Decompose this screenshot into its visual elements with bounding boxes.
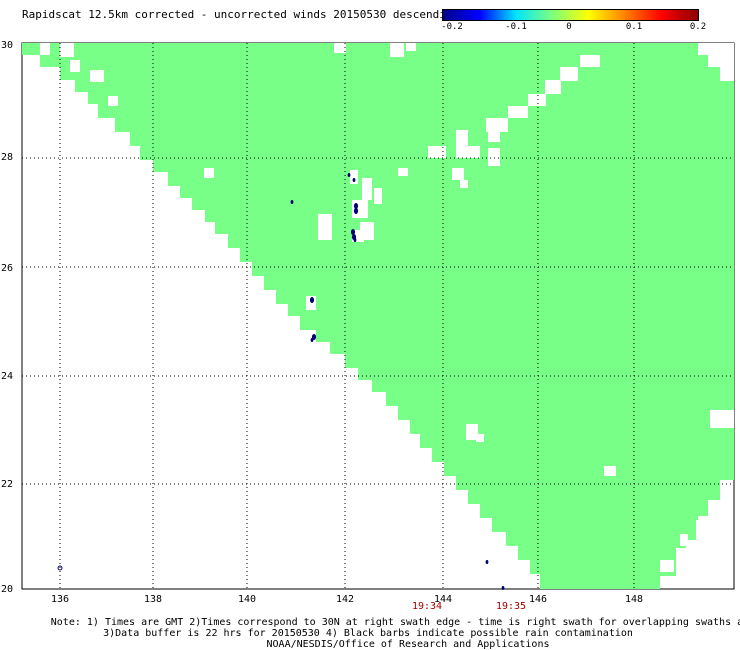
swath-area — [22, 43, 734, 589]
missing-cell — [456, 130, 468, 158]
missing-cell — [468, 146, 480, 158]
missing-cell — [398, 168, 408, 176]
missing-cell — [720, 67, 734, 81]
missing-cell — [466, 424, 478, 440]
rain-mark — [350, 229, 356, 235]
rain-contamination-marks — [57, 173, 505, 590]
missing-cell — [676, 548, 686, 560]
rain-mark — [347, 173, 351, 177]
note-line-2: 3)Data buffer is 22 hrs for 20150530 4) … — [103, 628, 633, 639]
missing-cell — [204, 168, 214, 178]
time-label-1935: 19:35 — [496, 601, 526, 612]
missing-cell — [528, 94, 546, 106]
lat-label-28: 28 — [1, 152, 13, 163]
missing-cell — [306, 296, 316, 310]
missing-cell — [318, 214, 332, 240]
missing-cell — [390, 43, 404, 57]
note-line-3: NOAA/NESDIS/Office of Research and Appli… — [266, 639, 550, 650]
lon-label-146: 146 — [529, 594, 547, 605]
missing-cell — [560, 67, 578, 81]
rain-mark — [290, 200, 294, 204]
lon-label-140: 140 — [238, 594, 256, 605]
rain-mark — [310, 338, 314, 342]
lat-label-26: 26 — [1, 263, 13, 274]
lon-label-148: 148 — [625, 594, 643, 605]
missing-cell — [70, 60, 80, 72]
rain-mark — [353, 203, 359, 209]
colorbar-label-min: -0.2 — [441, 22, 463, 32]
map-title: Rapidscat 12.5km corrected - uncorrected… — [22, 8, 460, 21]
missing-cell — [604, 466, 616, 476]
missing-cell — [488, 130, 500, 142]
rain-mark — [501, 586, 505, 590]
latitude-labels: 30 28 26 24 22 20 — [1, 40, 13, 595]
note-line-1: Note: 1) Times are GMT 2)Times correspon… — [50, 617, 740, 628]
rain-mark — [485, 560, 489, 564]
missing-cell — [362, 178, 372, 200]
colorbar-label-neg: -0.1 — [505, 22, 527, 32]
rain-mark — [311, 334, 317, 340]
missing-cell — [660, 560, 674, 572]
longitude-labels: 136 138 140 142 144 146 148 — [51, 594, 643, 605]
colorbar-label-pos: 0.1 — [625, 22, 643, 32]
colorbar — [442, 9, 699, 21]
colorbar-label-max: 0.2 — [689, 22, 707, 32]
lon-label-138: 138 — [144, 594, 162, 605]
lat-label-30: 30 — [1, 40, 13, 51]
missing-cell — [374, 188, 382, 204]
missing-data-cells — [40, 43, 734, 572]
missing-cell — [452, 168, 464, 180]
missing-cell — [488, 148, 500, 166]
lat-label-20: 20 — [1, 584, 13, 595]
missing-cell — [698, 43, 734, 55]
colorbar-label-zero: 0 — [566, 22, 572, 32]
missing-cell — [108, 96, 118, 106]
missing-cell — [708, 55, 734, 67]
rain-mark — [353, 238, 357, 242]
missing-cell — [406, 43, 416, 51]
lon-label-142: 142 — [336, 594, 354, 605]
rain-mark — [352, 178, 356, 182]
missing-cell — [698, 516, 712, 528]
missing-cell — [350, 170, 358, 184]
missing-cell — [680, 534, 688, 546]
missing-cell — [545, 80, 561, 94]
time-label-1934: 19:34 — [412, 601, 442, 612]
missing-cell — [90, 70, 104, 82]
missing-cell — [486, 118, 508, 132]
missing-cell — [60, 43, 74, 57]
rain-mark — [353, 208, 359, 214]
missing-cell — [476, 434, 484, 442]
rain-mark — [57, 565, 63, 571]
missing-cell — [460, 180, 468, 188]
lat-label-22: 22 — [1, 479, 13, 490]
rain-mark — [309, 297, 315, 303]
missing-cell — [710, 410, 734, 428]
lat-lon-gridlines — [22, 43, 734, 589]
missing-cell — [334, 43, 346, 53]
lat-label-24: 24 — [1, 371, 13, 382]
missing-cell — [508, 106, 528, 118]
lon-label-136: 136 — [51, 594, 69, 605]
missing-cell — [40, 43, 50, 55]
missing-cell — [428, 146, 446, 158]
lon-label-144: 144 — [434, 594, 452, 605]
missing-cell — [352, 200, 368, 218]
missing-cell — [580, 55, 600, 67]
